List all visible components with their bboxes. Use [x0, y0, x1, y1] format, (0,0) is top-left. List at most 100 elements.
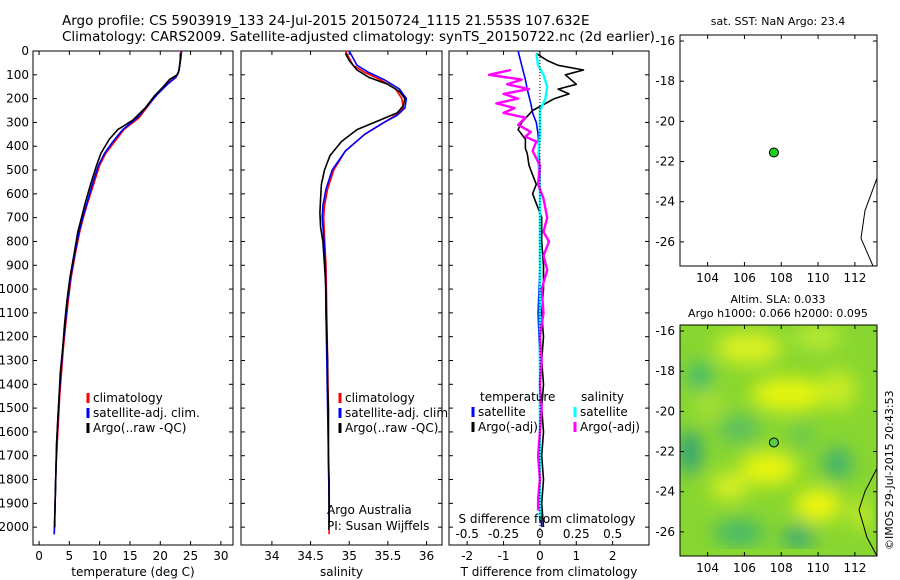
y-tick-label: 600 [6, 187, 29, 201]
legend-label: Argo(-adj) [478, 420, 538, 434]
legend-title: salinity [581, 390, 624, 404]
sla-blob [680, 429, 702, 475]
coastline [858, 467, 878, 557]
x-tick-label: 106 [733, 561, 756, 575]
sla-blob [781, 526, 815, 549]
y-tick-label: -22 [655, 445, 675, 459]
y-tick-label: 1100 [0, 306, 29, 320]
x-tick-label: 0 [536, 549, 544, 563]
sla-blob [818, 370, 857, 410]
y-tick-label: -26 [655, 525, 675, 539]
sla-field [680, 325, 874, 549]
y-tick-label: -16 [655, 324, 675, 338]
y-tick-label: 1400 [0, 377, 29, 391]
y-tick-label: 1500 [0, 401, 29, 415]
y-tick-label: -20 [655, 114, 675, 128]
y-tick-label: 1900 [0, 496, 29, 510]
x-tick-label: 35.5 [375, 549, 402, 563]
y-tick-label: -18 [655, 364, 675, 378]
y-tick-label: -22 [655, 155, 675, 169]
sst-map-title: sat. SST: NaN Argo: 23.4 [711, 15, 845, 28]
y-tick-label: -18 [655, 74, 675, 88]
sla-blob [794, 325, 842, 351]
sla-blob [849, 497, 874, 532]
x-tick-label: 15 [122, 549, 137, 563]
s-tick-label: 0.25 [563, 527, 590, 541]
x-tick-label: 108 [770, 271, 793, 285]
sla-blob [794, 488, 842, 522]
climatology-title: Climatology: CARS2009. Satellite-adjuste… [62, 29, 655, 45]
s-tick-label: -0.5 [455, 527, 478, 541]
difference-profile-frame [448, 50, 650, 546]
legend-label: satellite [580, 405, 628, 419]
x-tick-label: 2 [609, 549, 617, 563]
legend-label: satellite-adj. clim. [93, 406, 200, 420]
y-tick-label: 1800 [0, 473, 29, 487]
salinity-profile-panel: 34 34.5 35 35.5 36 salinity climatologysatelli… [240, 50, 452, 579]
annotation-text: PI: Susan Wijffels [327, 519, 429, 533]
sla-map-panel: 104 106 108 110 112 -16 -18 -20 -22 -24 -26 [655, 324, 878, 575]
s-tick-label: 0.5 [603, 527, 622, 541]
s-tick-label: -0.25 [488, 527, 519, 541]
x-tick-label: 20 [153, 549, 168, 563]
sla-blob [715, 331, 783, 365]
s-axis-label: S difference from climatology [459, 512, 636, 526]
y-tick-label: 500 [6, 163, 29, 177]
y-tick-label: 400 [6, 139, 29, 153]
x-tick-label: 25 [183, 549, 198, 563]
x-tick-label: 112 [843, 271, 866, 285]
y-tick-label: 700 [6, 211, 29, 225]
x-tick-label: 30 [213, 549, 228, 563]
x-tick-label: 110 [807, 561, 830, 575]
x-tick-label: 106 [733, 271, 756, 285]
sla-blob [823, 446, 852, 481]
x-tick-label: 1 [572, 549, 580, 563]
sla-blob [687, 361, 712, 390]
y-tick-label: -16 [655, 34, 675, 48]
y-tick-label: -24 [655, 195, 675, 209]
sla-blob [713, 519, 766, 547]
sla-blob [790, 422, 814, 450]
sla-background [680, 325, 877, 556]
x-axis-label: salinity [320, 565, 363, 579]
x-tick-label: 112 [843, 561, 866, 575]
sla-map-subtitle: Argo h1000: 0.066 h2000: 0.095 [688, 307, 868, 320]
y-tick-label: 1600 [0, 425, 29, 439]
y-tick-label: 0 [21, 44, 29, 58]
y-tick-label: 1200 [0, 330, 29, 344]
x-tick-label: 110 [807, 271, 830, 285]
series-line-t-argo-adj- [517, 52, 585, 528]
x-tick-label: -2 [461, 549, 473, 563]
x-tick-label: 104 [696, 561, 719, 575]
x-tick-label: 104 [696, 271, 719, 285]
sla-map-frame [679, 324, 878, 557]
y-tick-label: 900 [6, 258, 29, 272]
series-line-argo-raw-qc- [319, 53, 406, 523]
sla-blobs [680, 325, 874, 549]
profile-title: Argo profile: CS 5903919_133 24-Jul-2015… [62, 13, 590, 29]
sst-map-frame [679, 34, 878, 267]
x-axis-label: T difference from climatology [460, 565, 638, 579]
annotation-text: Argo Australia [327, 503, 412, 517]
y-tick-label: 2000 [0, 520, 29, 534]
x-tick-label: 34.5 [297, 549, 324, 563]
x-tick-label: 5 [66, 549, 74, 563]
y-tick-label: 800 [6, 234, 29, 248]
y-tick-label: 100 [6, 68, 29, 82]
sla-blob [740, 451, 798, 485]
legend-label: satellite-adj. clim. [345, 406, 452, 420]
argo-location-marker [768, 147, 779, 158]
y-tick-label: 1000 [0, 282, 29, 296]
salinity-profile-frame [240, 50, 443, 546]
legend-label: Argo(..raw -QC) [345, 421, 438, 435]
y-tick-label: 1700 [0, 449, 29, 463]
x-axis-label: temperature (deg C) [71, 565, 194, 579]
sla-blob [717, 415, 761, 443]
sla-blob [710, 472, 749, 501]
x-tick-label: -1 [498, 549, 510, 563]
y-tick-label: -20 [655, 404, 675, 418]
legend-label: climatology [93, 391, 163, 405]
argo-location-marker [768, 437, 779, 448]
legend-label: Argo(-adj) [580, 420, 640, 434]
